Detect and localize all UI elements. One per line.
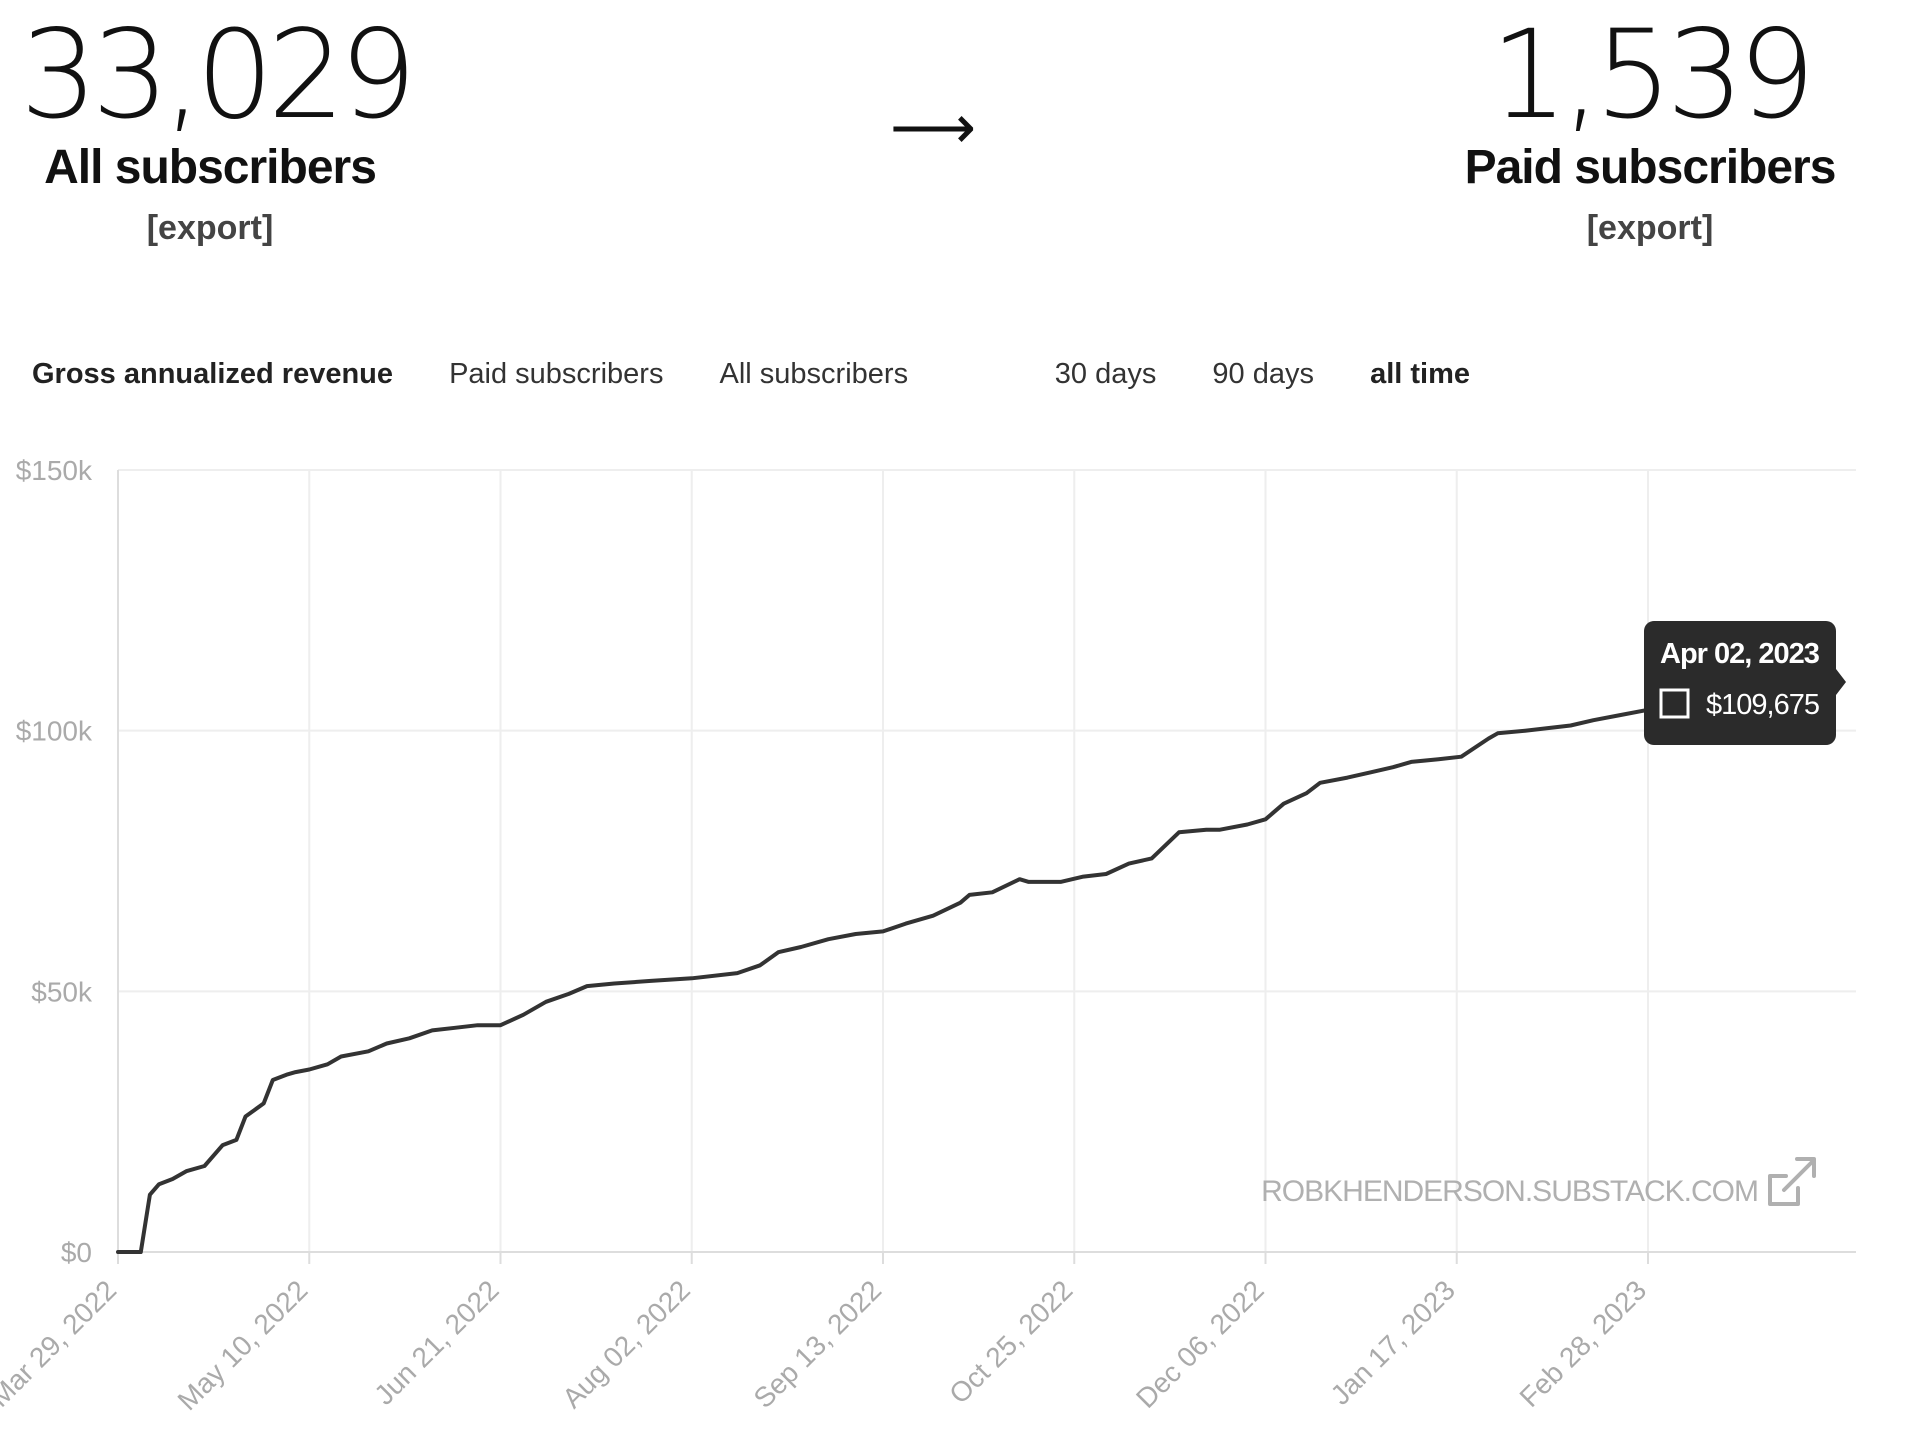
chart-grid (118, 469, 1856, 1252)
tooltip-value: $109,675 (1706, 689, 1819, 721)
paid-subscribers-label: Paid subscribers (1464, 141, 1837, 194)
arrow-icon: ⟶ (890, 94, 977, 161)
y-axis-ticks: $0 $50k $100k $150k (16, 455, 93, 1268)
tooltip-pointer (1836, 669, 1846, 695)
paid-subscribers-export-link[interactable]: [export] (1586, 209, 1714, 247)
tab-paid-subscribers[interactable]: Paid subscribers (449, 358, 664, 390)
all-subscribers-export-link[interactable]: [export] (146, 209, 274, 247)
x-tick-label: Mar 29, 2022 (0, 1274, 122, 1413)
revenue-chart: $0 $50k $100k $150k Mar 29, 2022 May 10, 202… (0, 455, 1856, 1416)
tab-30-days[interactable]: 30 days (1054, 358, 1157, 390)
x-tick-label: Aug 02, 2022 (556, 1274, 696, 1414)
y-tick-label: $150k (16, 455, 93, 486)
all-subscribers-label: All subscribers (44, 141, 377, 194)
y-tick-label: $50k (31, 976, 93, 1007)
paid-subscribers-count: 1,539 (1490, 4, 1815, 146)
all-subscribers-stat: 33,029 All subscribers [export] (20, 0, 417, 248)
tooltip-background (1644, 621, 1836, 745)
tab-all-subscribers[interactable]: All subscribers (719, 358, 909, 390)
y-tick-label: $100k (16, 716, 93, 747)
x-tick-label: Oct 25, 2022 (943, 1274, 1078, 1409)
range-tabs: 30 days 90 days all time (1007, 358, 1470, 391)
watermark[interactable]: ROBKHENDERSON.SUBSTACK.COM (1261, 1157, 1816, 1208)
x-tick-label: Jan 17, 2023 (1325, 1274, 1461, 1410)
tab-all-time[interactable]: all time (1370, 358, 1470, 390)
tooltip-date: Apr 02, 2023 (1660, 638, 1820, 670)
tab-90-days[interactable]: 90 days (1212, 358, 1314, 390)
all-subscribers-count: 33,029 (20, 4, 417, 146)
x-tick-label: Sep 13, 2022 (748, 1274, 888, 1414)
y-tick-label: $0 (61, 1237, 92, 1268)
watermark-text: ROBKHENDERSON.SUBSTACK.COM (1261, 1175, 1758, 1208)
chart-series (116, 678, 1801, 1254)
paid-subscribers-stat: 1,539 Paid subscribers [export] (1440, 0, 1860, 248)
x-tick-label: Dec 06, 2022 (1130, 1274, 1270, 1414)
x-tick-label: May 10, 2022 (172, 1274, 314, 1416)
x-tick-label: Jun 21, 2022 (368, 1274, 504, 1410)
x-tick-label: Feb 28, 2023 (1514, 1274, 1653, 1413)
series-line (116, 678, 1801, 1254)
chart-axes (117, 470, 1856, 1264)
tab-gross-annualized-revenue[interactable]: Gross annualized revenue (32, 358, 394, 390)
external-link-icon (1768, 1157, 1816, 1206)
x-axis-ticks: Mar 29, 2022 May 10, 2022 Jun 21, 2022 Aug … (0, 1274, 1652, 1416)
tooltip: Apr 02, 2023 $109,675 (1644, 621, 1846, 745)
tooltip-series-swatch (1659, 688, 1690, 719)
metric-tabs: Gross annualized revenue Paid subscriber… (32, 358, 956, 391)
